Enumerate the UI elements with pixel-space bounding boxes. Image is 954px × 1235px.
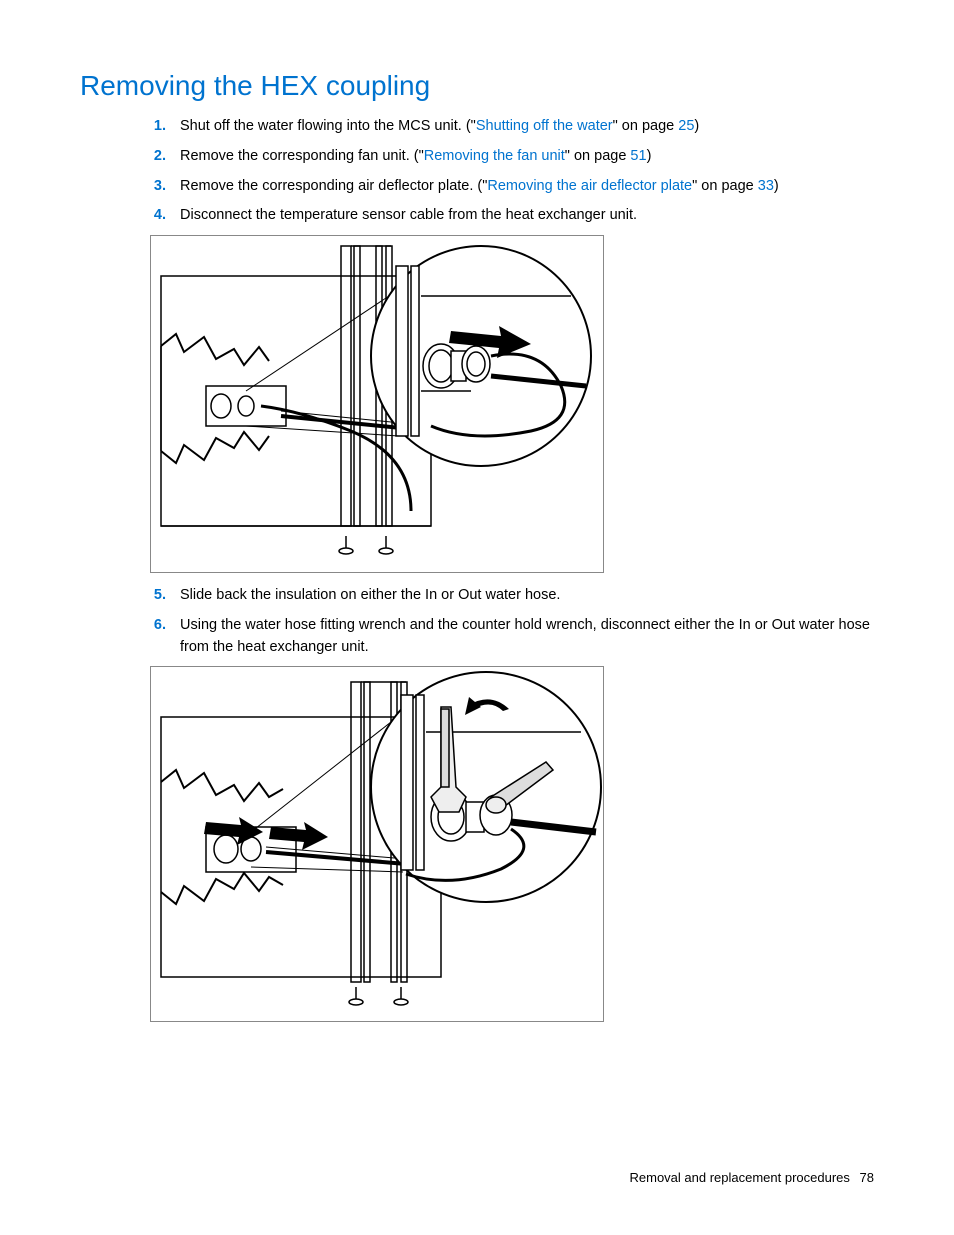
step-number: 1.	[150, 116, 180, 138]
step-number: 2.	[150, 146, 180, 168]
step-text: Shut off the water flowing into the MCS …	[180, 116, 874, 138]
pageref-link[interactable]: 25	[678, 118, 694, 134]
step-1: 1. Shut off the water flowing into the M…	[150, 116, 874, 138]
figure-sensor-cable	[150, 235, 604, 573]
text-fragment: )	[694, 118, 699, 134]
link-shutting-off-water[interactable]: Shutting off the water	[476, 118, 613, 134]
step-5: 5. Slide back the insulation on either t…	[150, 585, 874, 607]
text-fragment: Remove the corresponding air deflector p…	[180, 178, 487, 194]
text-fragment: " on page	[613, 118, 679, 134]
text-fragment: )	[647, 148, 652, 164]
pageref-link[interactable]: 33	[758, 178, 774, 194]
pageref-link[interactable]: 51	[630, 148, 646, 164]
step-number: 4.	[150, 205, 180, 227]
page-title: Removing the HEX coupling	[80, 70, 874, 102]
footer-section: Removal and replacement procedures	[630, 1170, 850, 1185]
step-text: Using the water hose fitting wrench and …	[180, 615, 874, 659]
step-text: Remove the corresponding fan unit. ("Rem…	[180, 146, 874, 168]
step-4: 4. Disconnect the temperature sensor cab…	[150, 205, 874, 227]
step-list: 1. Shut off the water flowing into the M…	[150, 116, 874, 227]
step-text: Slide back the insulation on either the …	[180, 585, 874, 607]
text-fragment: Remove the corresponding fan unit. ("	[180, 148, 424, 164]
text-fragment: " on page	[692, 178, 758, 194]
step-text: Remove the corresponding air deflector p…	[180, 176, 874, 198]
step-list-2: 5. Slide back the insulation on either t…	[150, 585, 874, 658]
step-number: 3.	[150, 176, 180, 198]
step-number: 5.	[150, 585, 180, 607]
step-6: 6. Using the water hose fitting wrench a…	[150, 615, 874, 659]
link-removing-fan-unit[interactable]: Removing the fan unit	[424, 148, 565, 164]
step-2: 2. Remove the corresponding fan unit. ("…	[150, 146, 874, 168]
step-3: 3. Remove the corresponding air deflecto…	[150, 176, 874, 198]
footer-page-number: 78	[860, 1170, 874, 1185]
text-fragment: )	[774, 178, 779, 194]
step-text: Disconnect the temperature sensor cable …	[180, 205, 874, 227]
step-number: 6.	[150, 615, 180, 659]
link-removing-air-deflector[interactable]: Removing the air deflector plate	[487, 178, 692, 194]
text-fragment: Shut off the water flowing into the MCS …	[180, 118, 476, 134]
figure-wrench-hose	[150, 666, 604, 1022]
text-fragment: " on page	[565, 148, 631, 164]
page-footer: Removal and replacement procedures 78	[630, 1170, 875, 1185]
